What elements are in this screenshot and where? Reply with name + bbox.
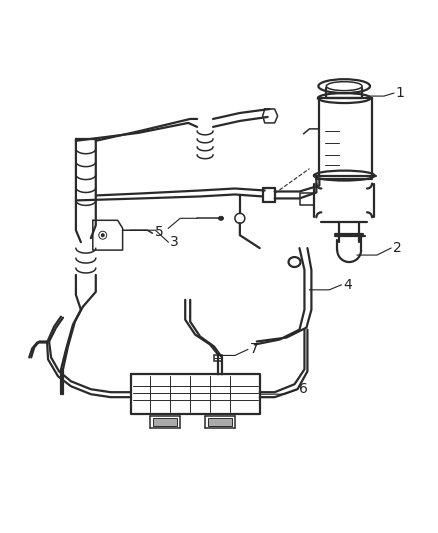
Text: 7: 7: [250, 343, 258, 357]
Bar: [153, 418, 177, 426]
Text: 4: 4: [343, 278, 352, 292]
Bar: [208, 418, 232, 426]
Text: 1: 1: [396, 86, 405, 100]
Text: 2: 2: [393, 241, 402, 255]
Bar: [214, 356, 222, 361]
Text: 5: 5: [155, 225, 164, 239]
Ellipse shape: [101, 233, 104, 237]
Ellipse shape: [219, 216, 223, 220]
Text: 6: 6: [300, 382, 308, 396]
Text: 3: 3: [170, 235, 179, 249]
